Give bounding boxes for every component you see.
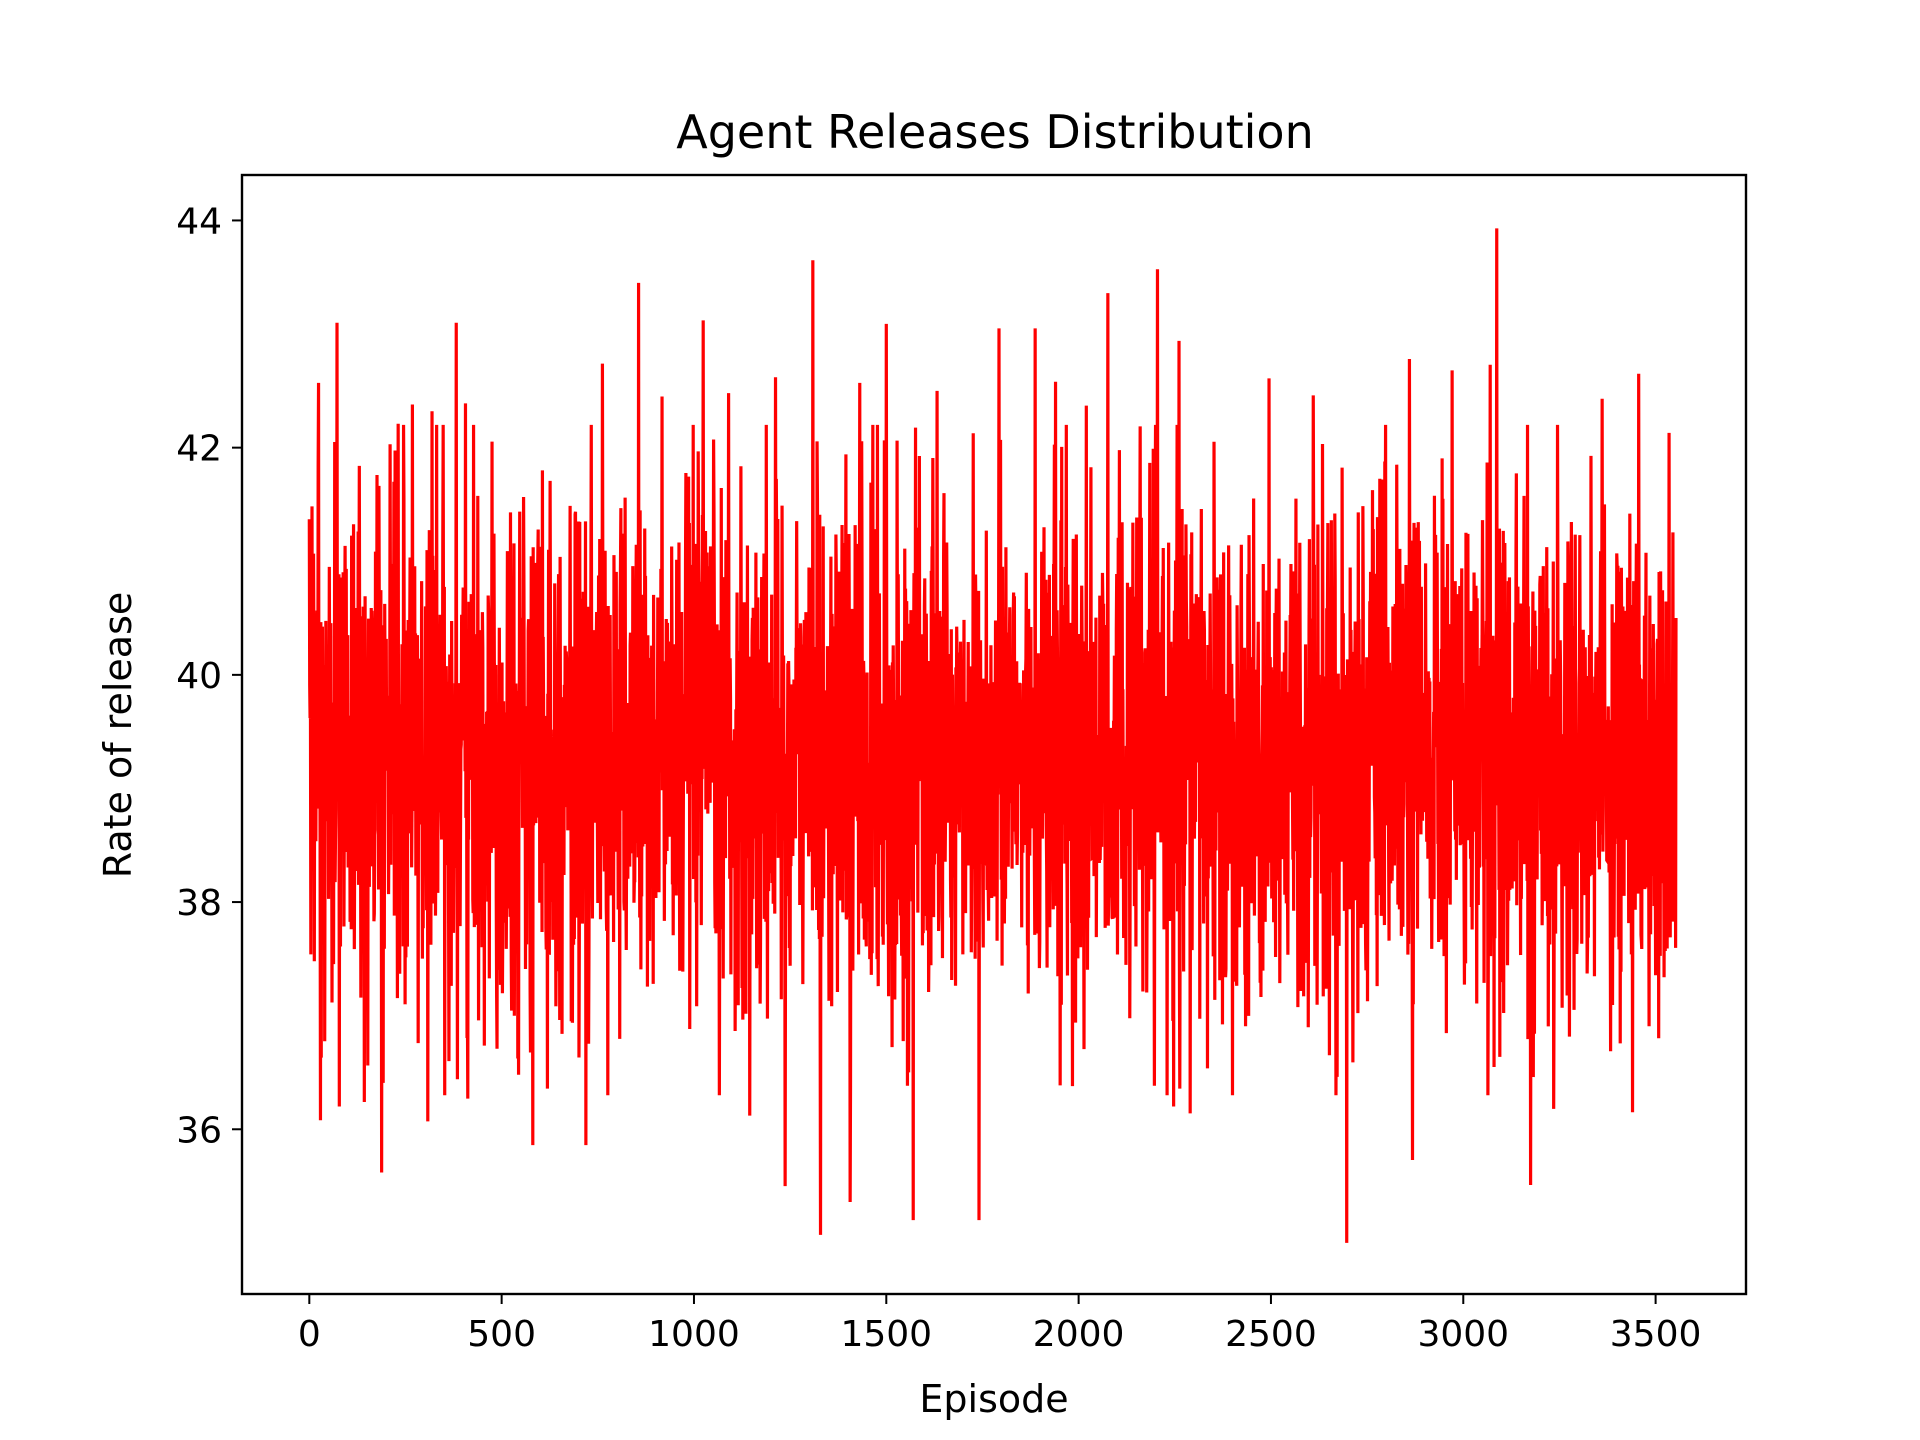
- plot-area: [307, 228, 1678, 1243]
- x-tick-label: 2000: [1033, 1314, 1125, 1355]
- x-tick-label: 500: [467, 1314, 536, 1355]
- y-tick-label: 42: [176, 429, 222, 470]
- y-tick-label: 40: [176, 656, 222, 697]
- x-tick-label: 2500: [1225, 1314, 1317, 1355]
- x-tick-label: 1000: [648, 1314, 740, 1355]
- axes-frame: [240, 173, 1748, 1296]
- y-tick-label: 36: [176, 1110, 222, 1151]
- x-axis: 0 500 1000 1500 2000 2500 3000 3500: [298, 1294, 1702, 1355]
- series-layer: [307, 228, 1678, 1243]
- x-tick-label: 1500: [840, 1314, 932, 1355]
- y-tick-label: 44: [176, 201, 222, 242]
- x-tick-label: 3500: [1610, 1314, 1702, 1355]
- x-tick-label: 0: [298, 1314, 321, 1355]
- y-axis: 36 38 40 42 44: [176, 201, 242, 1151]
- y-tick-label: 38: [176, 883, 222, 924]
- x-tick-label: 3000: [1417, 1314, 1509, 1355]
- y-axis-label: Rate of release: [96, 592, 140, 878]
- series-line: [307, 228, 1678, 1243]
- chart-title: Agent Releases Distribution: [676, 105, 1313, 159]
- x-axis-label: Episode: [919, 1377, 1068, 1421]
